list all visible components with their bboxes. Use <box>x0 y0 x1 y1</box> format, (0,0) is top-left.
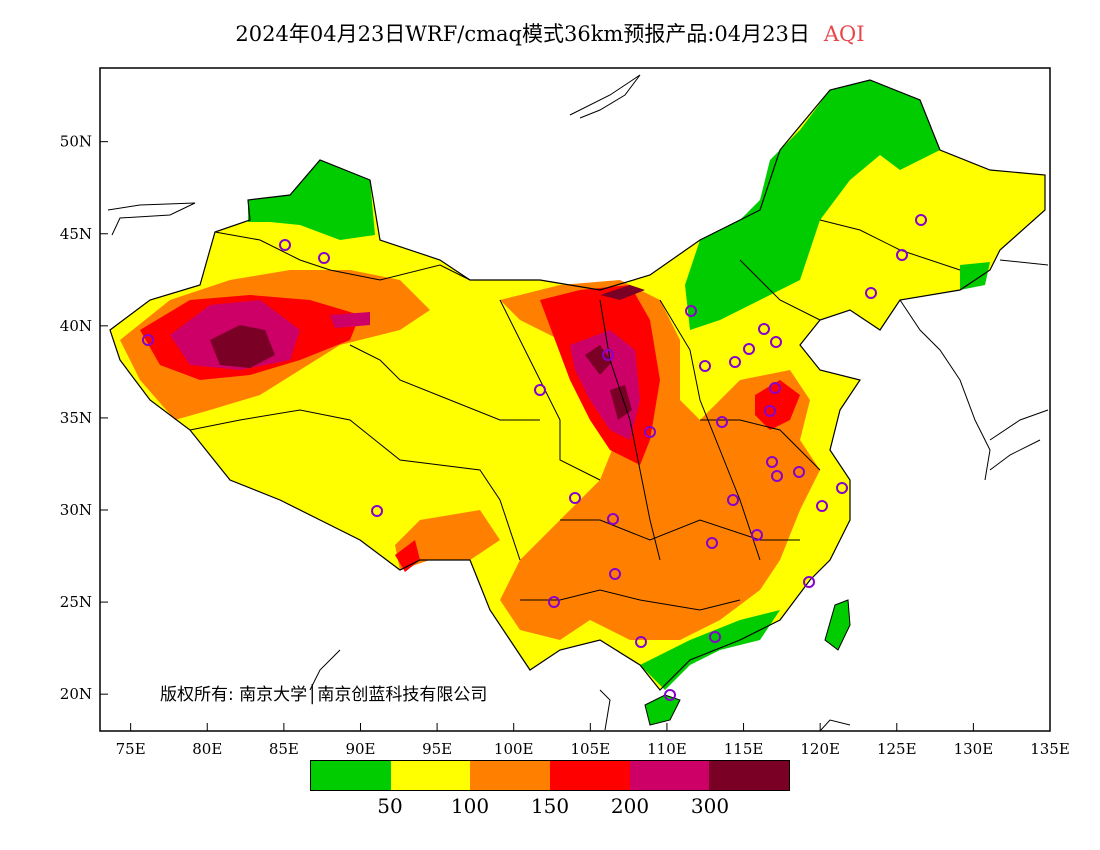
coastlines <box>107 74 1049 731</box>
city-marker <box>729 356 741 368</box>
lon-tick-label: 135E <box>1030 740 1070 758</box>
city-markers <box>142 214 927 701</box>
colorbar-labels: 50 100 150 200 300 <box>310 794 790 820</box>
city-marker <box>743 343 755 355</box>
china-border <box>109 79 1046 691</box>
colorbar-segment-good <box>311 761 391 790</box>
title-text: 2024年04月23日WRF/cmaq模式36km预报产品:04月23日 <box>235 22 810 46</box>
city-marker <box>865 287 877 299</box>
product-label: AQI <box>823 22 865 46</box>
city-marker <box>706 537 718 549</box>
lon-tick-label: 105E <box>571 740 611 758</box>
city-marker <box>607 513 619 525</box>
city-marker <box>769 382 781 394</box>
city-marker <box>803 576 815 588</box>
city-marker <box>770 336 782 348</box>
city-marker <box>758 323 770 335</box>
lat-tick-label: 40N <box>60 317 92 335</box>
colorbar-label: 300 <box>690 794 730 818</box>
city-marker <box>793 466 805 478</box>
lon-tick-label: 75E <box>116 740 146 758</box>
city-marker <box>727 494 739 506</box>
lon-tick-label: 95E <box>422 740 452 758</box>
city-marker <box>685 305 697 317</box>
city-marker <box>371 505 383 517</box>
lon-tick-label: 130E <box>954 740 994 758</box>
city-marker <box>764 405 776 417</box>
tarim-hazardous-region <box>210 325 275 368</box>
tibet-red-region <box>395 540 420 572</box>
colorbar-segment-moderate <box>390 761 471 790</box>
map-title: 2024年04月23日WRF/cmaq模式36km预报产品:04月23日 AQI <box>0 18 1100 48</box>
lat-tick-label: 25N <box>60 593 92 611</box>
city-marker <box>766 456 778 468</box>
city-marker <box>534 384 546 396</box>
northeast-green-region <box>685 80 940 330</box>
colorbar-segment-hazardous <box>709 761 790 790</box>
lon-tick-label: 100E <box>494 740 534 758</box>
city-marker <box>699 360 711 372</box>
city-marker <box>709 631 721 643</box>
city-marker <box>896 249 908 261</box>
city-marker <box>915 214 927 226</box>
lon-tick-label: 125E <box>877 740 917 758</box>
city-marker <box>751 529 763 541</box>
liaoning-green-region <box>960 262 990 290</box>
innermongolia-hazardous-region <box>600 285 645 300</box>
city-marker <box>664 689 676 701</box>
city-marker <box>644 426 656 438</box>
colorbar-label: 100 <box>450 794 490 818</box>
city-marker <box>142 334 154 346</box>
city-marker <box>318 252 330 264</box>
southwest-orange-region <box>395 510 500 570</box>
lat-tick-label: 30N <box>60 501 92 519</box>
colorbar-segment-unhealthy <box>550 761 630 790</box>
shandong-red-region <box>755 380 800 430</box>
aqi-colorbar <box>310 760 790 791</box>
city-marker <box>548 596 560 608</box>
central-orange-region <box>500 280 820 640</box>
copyright-text: 版权所有: 南京大学│南京创蓝科技有限公司 <box>160 685 488 705</box>
city-marker <box>816 500 828 512</box>
city-marker <box>279 239 291 251</box>
lat-tick-label: 35N <box>60 409 92 427</box>
city-marker <box>609 568 621 580</box>
map-frame <box>99 67 1051 732</box>
colorbar-segment-unhealthy-sensitive <box>470 761 551 790</box>
lat-tick-label: 50N <box>60 133 92 151</box>
lon-tick-label: 110E <box>647 740 687 758</box>
colorbar-label: 50 <box>377 794 403 818</box>
lon-tick-label: 115E <box>724 740 764 758</box>
city-marker <box>602 349 614 361</box>
colorbar-segment-very-unhealthy <box>629 761 710 790</box>
city-marker <box>569 492 581 504</box>
gansu-purple-region <box>330 312 370 328</box>
lon-tick-label: 120E <box>800 740 840 758</box>
lon-tick-label: 85E <box>269 740 299 758</box>
ordos-hazardous-region <box>585 345 612 375</box>
lat-tick-label: 20N <box>60 685 92 703</box>
lon-tick-label: 90E <box>345 740 375 758</box>
south-coast-green-region <box>640 610 780 690</box>
city-marker <box>771 470 783 482</box>
city-marker <box>635 636 647 648</box>
map-area <box>107 74 1049 731</box>
city-marker <box>836 482 848 494</box>
lon-tick-label: 80E <box>192 740 222 758</box>
axis-ticks: 75E 80E 85E 90E 95E 100E 105E 110E 115E 120E 125E 1… <box>60 133 1070 758</box>
altai-green-region <box>248 160 375 240</box>
shanxi-hazardous-region <box>610 385 632 420</box>
colorbar-label: 150 <box>530 794 570 818</box>
colorbar-label: 200 <box>610 794 650 818</box>
city-marker <box>716 416 728 428</box>
lat-tick-label: 45N <box>60 225 92 243</box>
